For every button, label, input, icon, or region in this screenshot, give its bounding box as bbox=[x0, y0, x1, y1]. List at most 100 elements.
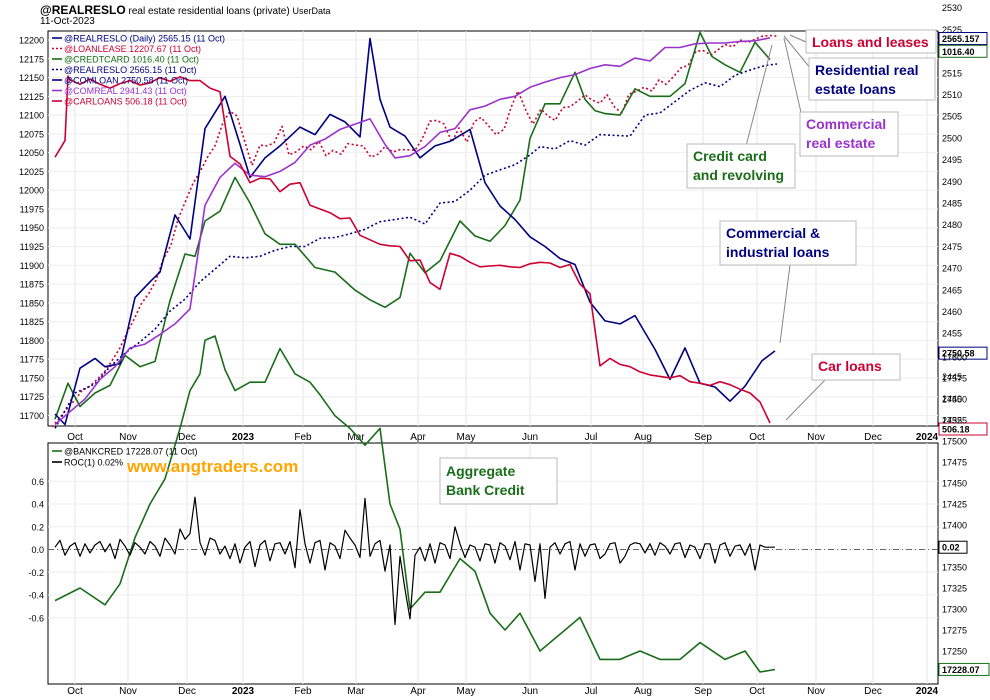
right-y-tick-label: 17300 bbox=[942, 605, 967, 615]
left-y-tick-label: 11925 bbox=[20, 242, 44, 252]
last-value-tag-box bbox=[938, 540, 968, 554]
x-tick-label: Dec bbox=[864, 432, 882, 443]
callout-text: real estate bbox=[806, 135, 875, 151]
right-y-tick-label: 2470 bbox=[942, 264, 962, 274]
right-y-tick-label: 17450 bbox=[942, 479, 967, 489]
last-value-tag-box bbox=[938, 662, 990, 676]
right-y-tick-label: 2480 bbox=[942, 220, 962, 230]
left-y-tick-label: 11900 bbox=[20, 261, 44, 271]
left-y-tick-label: 12200 bbox=[19, 36, 44, 46]
x-tick-label: Mar bbox=[347, 432, 365, 443]
left-y-tick-label: -0.2 bbox=[28, 568, 44, 578]
x-tick-label: Mar bbox=[347, 686, 365, 697]
x-tick-label: Feb bbox=[294, 686, 312, 697]
left-y-tick-label: 12050 bbox=[19, 148, 44, 158]
right-y-tick-label: 17500 bbox=[942, 437, 967, 447]
x-tick-label: Sep bbox=[694, 686, 712, 697]
x-tick-label: Apr bbox=[410, 686, 426, 697]
last-value-tag-box bbox=[938, 346, 988, 360]
right-y-tick-label: 17550 bbox=[942, 395, 967, 405]
x-tick-label: Apr bbox=[410, 432, 426, 443]
x-tick-label: May bbox=[457, 686, 476, 697]
left-y-tick-label: 12175 bbox=[19, 54, 44, 64]
x-tick-label: Nov bbox=[807, 432, 825, 443]
callout-box bbox=[811, 353, 901, 381]
x-tick-label: 2023 bbox=[232, 432, 255, 443]
last-value-tag-box bbox=[938, 32, 988, 46]
right-y-tick-label: 2475 bbox=[942, 242, 962, 252]
x-tick-label: Dec bbox=[864, 686, 882, 697]
right-y-tick-label: 2495 bbox=[942, 155, 962, 165]
callout-box bbox=[439, 457, 558, 505]
chart-date: 11-Oct-2023 bbox=[40, 16, 95, 27]
series-line-bankcred bbox=[54, 335, 776, 673]
left-y-tick-label: 0.2 bbox=[31, 522, 44, 532]
callout-pointer bbox=[789, 34, 807, 43]
left-y-tick-label: 11725 bbox=[20, 392, 44, 402]
last-value-tag-box bbox=[938, 422, 988, 436]
callout-text: Residential real bbox=[815, 62, 919, 78]
callout-text: Loans and leases bbox=[812, 34, 929, 50]
legend-entry: @CREDTCARD 1016.40 (11 Oct) bbox=[64, 55, 199, 65]
last-value-tag: 2565.157 bbox=[942, 34, 980, 44]
callout-text: Aggregate bbox=[446, 463, 515, 479]
x-tick-label: Oct bbox=[67, 686, 83, 697]
left-y-tick-label: 11850 bbox=[20, 298, 44, 308]
x-tick-label: Oct bbox=[749, 432, 765, 443]
last-value-tag: 1016.40 bbox=[942, 47, 975, 57]
right-y-tick-label: 2455 bbox=[942, 329, 962, 339]
callout-text: Bank Credit bbox=[446, 482, 525, 498]
callout-box bbox=[805, 29, 937, 54]
right-y-tick-label: 17575 bbox=[942, 374, 967, 384]
left-y-tick-label: -0.4 bbox=[28, 591, 44, 601]
x-tick-label: 2023 bbox=[232, 686, 255, 697]
x-tick-label: Feb bbox=[294, 432, 312, 443]
left-y-tick-label: -0.6 bbox=[28, 613, 44, 623]
last-value-tag-box bbox=[938, 44, 988, 58]
legend-entry: ROC(1) 0.02% bbox=[64, 458, 123, 468]
right-y-tick-label: 2505 bbox=[942, 112, 962, 122]
last-value-tag: 506.18 bbox=[942, 425, 970, 435]
callout-text: industrial loans bbox=[726, 244, 830, 260]
left-y-tick-label: 12150 bbox=[19, 73, 44, 83]
callout-pointer bbox=[779, 264, 791, 344]
right-y-tick-label: 2515 bbox=[942, 68, 962, 78]
x-tick-label: May bbox=[457, 432, 476, 443]
x-tick-label: Oct bbox=[67, 432, 83, 443]
left-y-tick-label: 12100 bbox=[19, 111, 44, 121]
legend-entry: @REALRESLO 2565.15 (11 Oct) bbox=[64, 65, 197, 75]
x-tick-label: Nov bbox=[119, 686, 137, 697]
left-y-tick-label: 12125 bbox=[19, 92, 44, 102]
callout-text: Commercial & bbox=[726, 225, 820, 241]
chart-description: real estate residential loans (private) bbox=[128, 6, 290, 17]
callout-text: Credit card bbox=[693, 148, 767, 164]
callout-text: Car loans bbox=[818, 358, 882, 374]
right-y-tick-label: 2435 bbox=[942, 416, 962, 426]
x-tick-label: Aug bbox=[634, 686, 652, 697]
series-line-comloan bbox=[54, 37, 776, 426]
left-y-tick-label: 0.4 bbox=[31, 500, 44, 510]
x-tick-label: Dec bbox=[178, 432, 196, 443]
right-y-tick-label: 17325 bbox=[942, 584, 967, 594]
right-y-tick-label: 2525 bbox=[942, 25, 962, 35]
right-y-tick-label: 2500 bbox=[942, 133, 962, 143]
x-tick-label: Aug bbox=[634, 432, 652, 443]
callout-text: Commercial bbox=[806, 116, 886, 132]
callout-box bbox=[719, 220, 857, 266]
left-y-tick-label: 0.6 bbox=[31, 477, 44, 487]
callout-pointer bbox=[785, 379, 826, 421]
x-tick-label: Dec bbox=[178, 686, 196, 697]
left-y-tick-label: 11775 bbox=[20, 355, 44, 365]
right-y-tick-label: 17425 bbox=[942, 500, 967, 510]
chart-symbol: @REALRESLO bbox=[40, 3, 126, 17]
x-tick-label: Oct bbox=[749, 686, 765, 697]
right-y-tick-label: 2440 bbox=[942, 394, 962, 404]
callout-box bbox=[686, 143, 796, 189]
left-y-tick-label: 11825 bbox=[20, 317, 44, 327]
left-y-tick-label: 11750 bbox=[20, 373, 44, 383]
last-value-tag: 0.02 bbox=[942, 543, 960, 553]
left-y-tick-label: 12075 bbox=[19, 129, 44, 139]
chart-source: UserData bbox=[292, 6, 331, 16]
legend-entry: @CARLOANS 506.18 (11 Oct) bbox=[64, 97, 187, 107]
x-tick-label: Jul bbox=[585, 432, 598, 443]
